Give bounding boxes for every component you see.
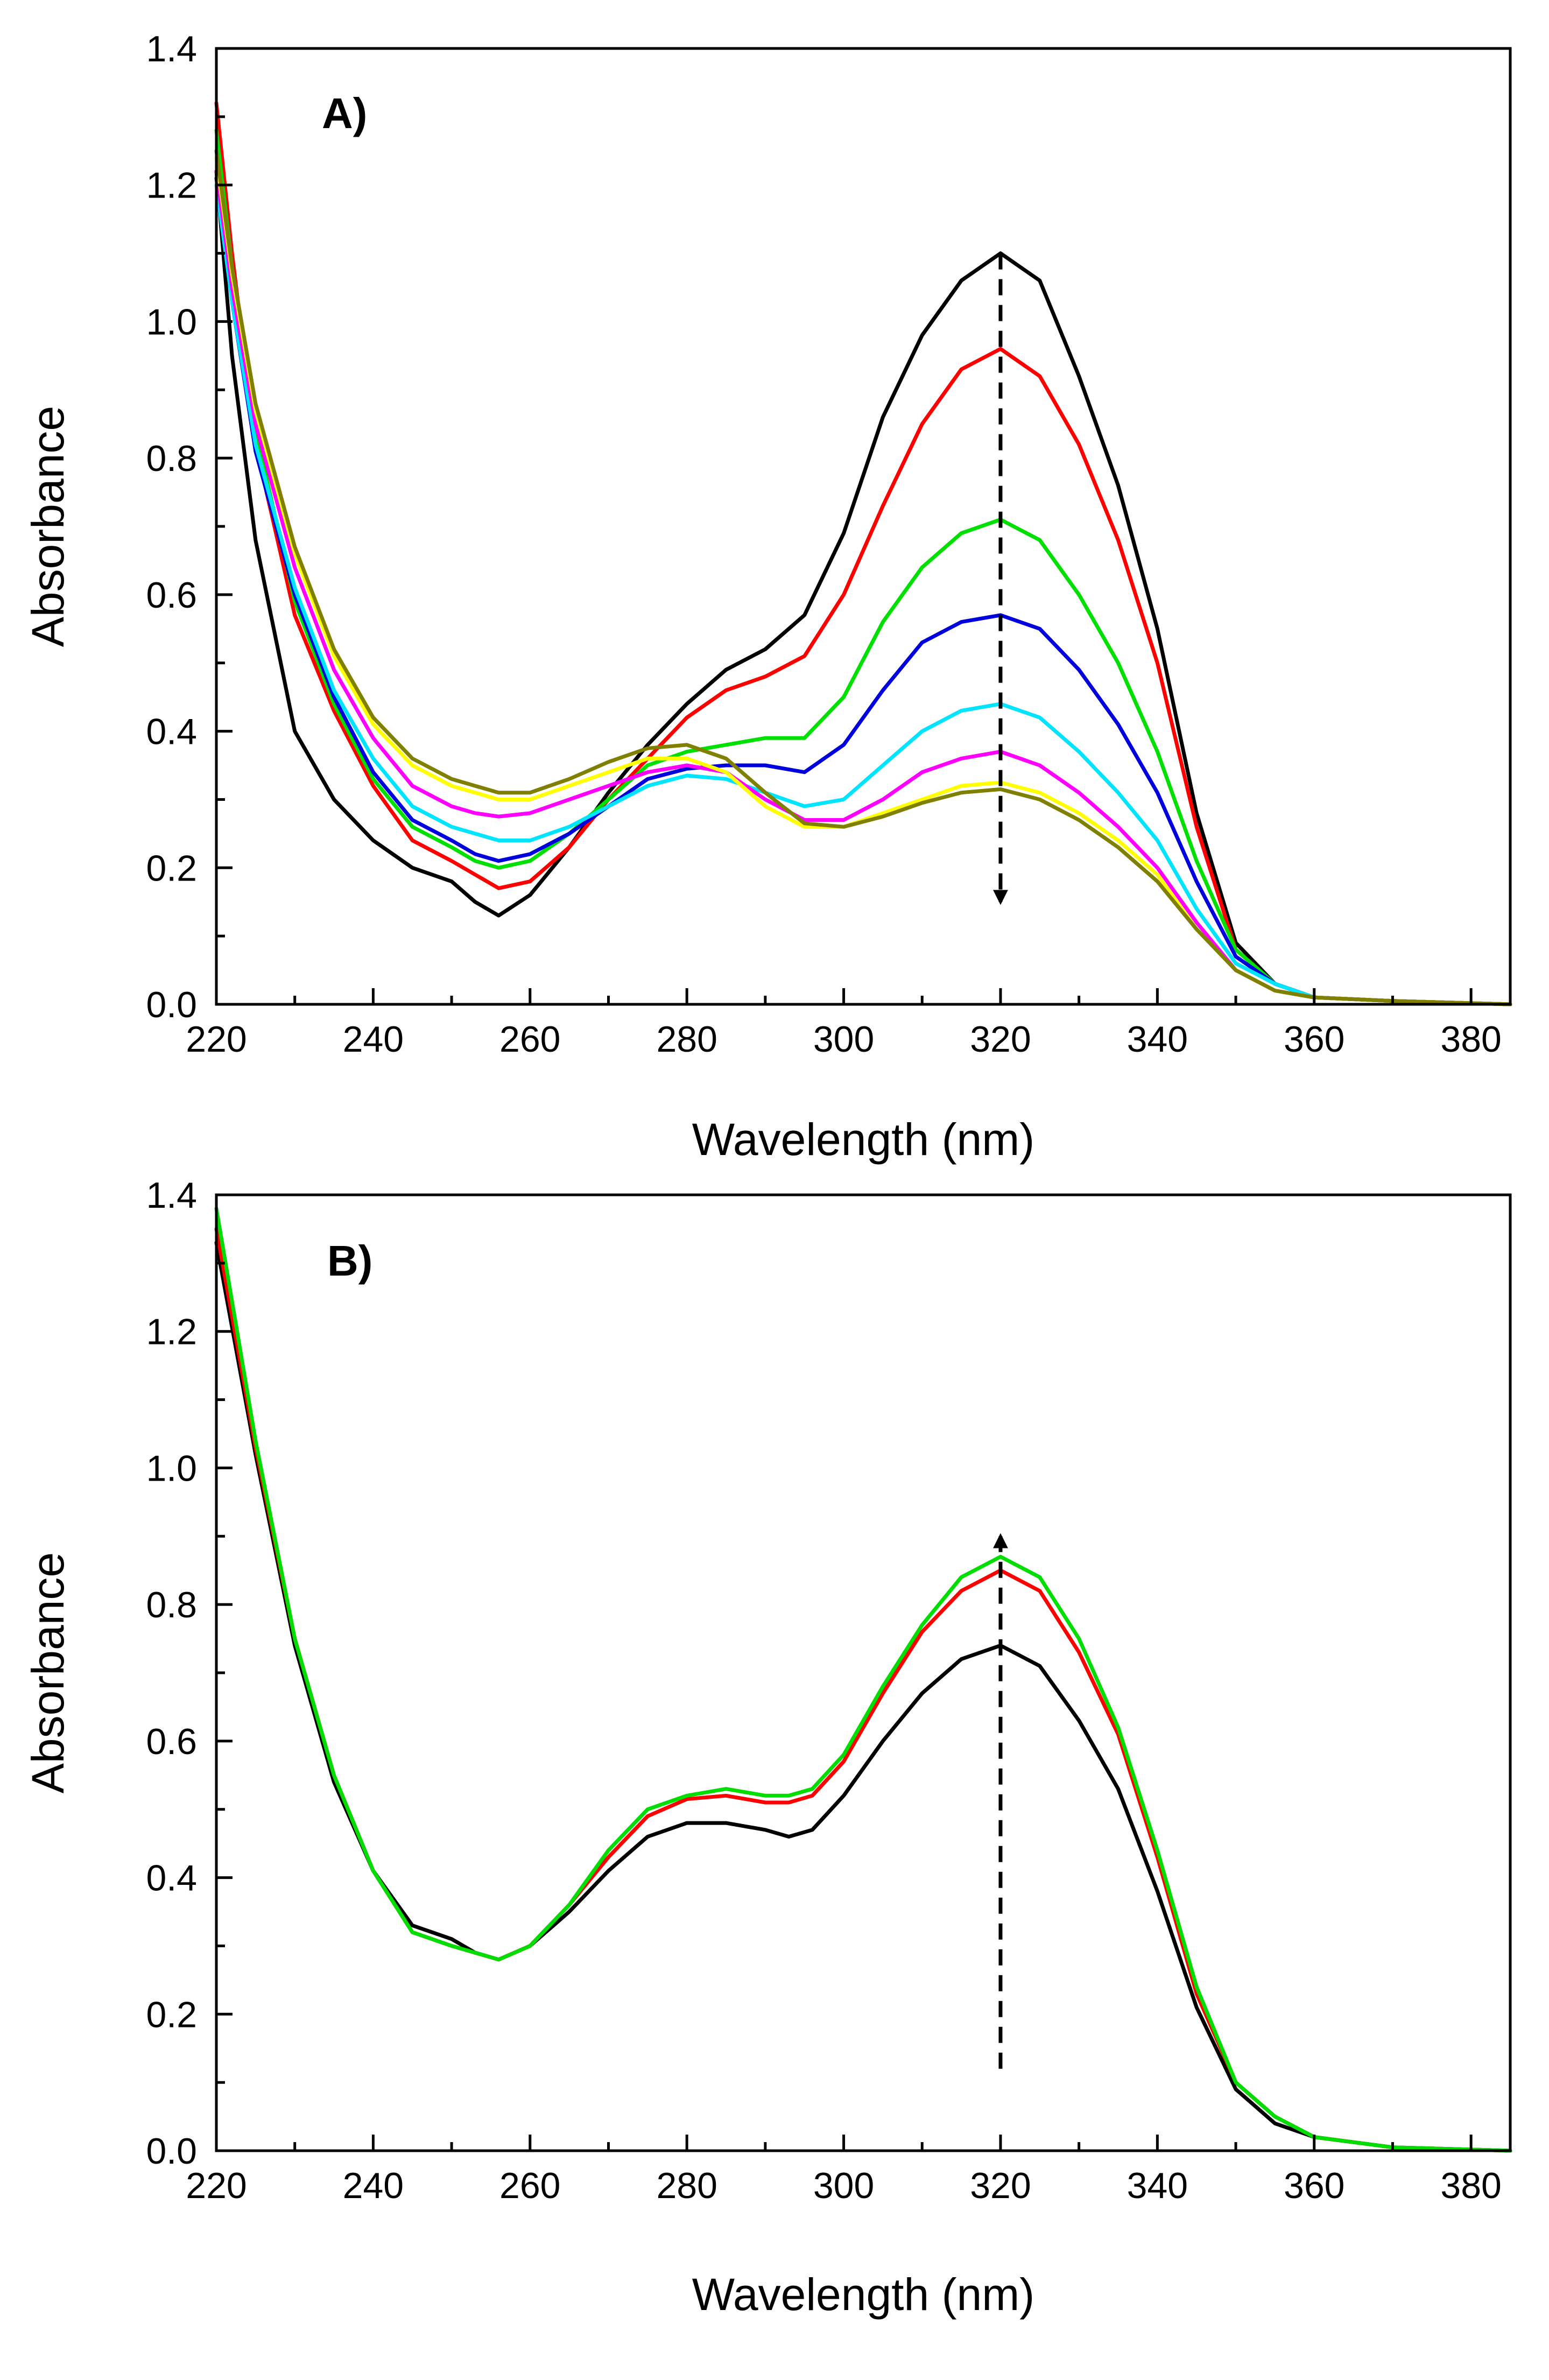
panel-a-ytick-label-0.0: 0.0	[146, 984, 197, 1025]
panel-b-ytick-label-0.6: 0.6	[146, 1721, 197, 1762]
panel-b-ytick-label-0.4: 0.4	[146, 1858, 197, 1899]
panel-b-ytick-label-1.0: 1.0	[146, 1448, 197, 1489]
panel-b-xtick-label-340: 340	[1127, 2165, 1188, 2206]
panel-b-xtick-label-280: 280	[656, 2165, 717, 2206]
panel-b-xtick-label-320: 320	[970, 2165, 1031, 2206]
panel-b-ytick-label-0.8: 0.8	[146, 1585, 197, 1625]
panel-a-series-black	[214, 169, 1512, 1006]
panel-a-xtick-label-380: 380	[1440, 1019, 1501, 1060]
panel-a-x-axis-title: Wavelength (nm)	[692, 1114, 1034, 1165]
panel-a-xtick-label-340: 340	[1127, 1019, 1188, 1060]
panel-b-xticks: 220 240 260 280 300 320 340 360 380	[186, 2135, 1502, 2206]
panel-a-ytick-label-0.2: 0.2	[146, 848, 197, 889]
panel-b-series	[214, 1206, 1512, 2153]
panel-a-ytick-label-1.4: 1.4	[146, 29, 197, 69]
panel-b-ytick-label-1.4: 1.4	[146, 1175, 197, 1216]
panel-b-plot-frame	[215, 1193, 1512, 2152]
panel-a-series-blue	[214, 176, 1512, 1006]
panel-a-label: A)	[322, 89, 367, 137]
panel-a-series-yellow	[214, 156, 1512, 1006]
panel-a-series-magenta	[214, 169, 1512, 1006]
panel-b-xtick-label-220: 220	[186, 2165, 247, 2206]
panel-b-series-green	[214, 1206, 1512, 2153]
panel-b-x-axis-title: Wavelength (nm)	[692, 2269, 1034, 2320]
panel-a-series-olive	[214, 149, 1512, 1006]
panel-b-series-black	[214, 1241, 1512, 2153]
panel-b-xtick-label-260: 260	[499, 2165, 560, 2206]
panel-a-xtick-label-240: 240	[343, 1019, 404, 1060]
panel-a-xtick-label-300: 300	[813, 1019, 874, 1060]
panel-a-ytick-label-1.2: 1.2	[146, 165, 197, 206]
panel-b-ytick-label-0.0: 0.0	[146, 2131, 197, 2172]
panel-a-series-green	[214, 128, 1512, 1006]
panel-b-y-axis-title: Absorbance	[23, 1552, 73, 1793]
panel-a-ytick-label-0.8: 0.8	[146, 438, 197, 479]
panel-a-xtick-label-220: 220	[186, 1019, 247, 1060]
panel-b-yticks: 0.0 0.2 0.4 0.6 0.8 1.0 1.2 1.4	[146, 1175, 233, 2172]
panel-b-xtick-label-300: 300	[813, 2165, 874, 2206]
panel-a-ytick-label-0.6: 0.6	[146, 575, 197, 616]
panel-a: 220 240 260 280 300 320 340 360 380 0.0 0.2 0.4 0.6…	[23, 29, 1512, 1165]
panel-b-xtick-label-380: 380	[1440, 2165, 1501, 2206]
panel-a-y-axis-title: Absorbance	[23, 406, 73, 647]
panel-a-xtick-label-280: 280	[656, 1019, 717, 1060]
panel-b-xtick-label-360: 360	[1284, 2165, 1344, 2206]
panel-a-xtick-label-320: 320	[970, 1019, 1031, 1060]
panel-b: 220 240 260 280 300 320 340 360 380 0.0 0.2 0.4 0.6…	[23, 1175, 1512, 2320]
panel-b-xtick-label-240: 240	[343, 2165, 404, 2206]
panel-a-xticks: 220 240 260 280 300 320 340 360 380	[186, 988, 1502, 1060]
panel-a-series-cyan	[214, 183, 1512, 1006]
panel-a-ytick-label-1.0: 1.0	[146, 301, 197, 342]
panel-a-yticks: 0.0 0.2 0.4 0.6 0.8 1.0 1.2 1.4	[146, 29, 233, 1025]
panel-a-plot-frame	[215, 47, 1512, 1006]
panel-a-xtick-label-360: 360	[1284, 1019, 1344, 1060]
panel-b-series-red	[214, 1227, 1512, 2153]
panel-b-label: B)	[327, 1237, 372, 1285]
panel-b-ytick-label-1.2: 1.2	[146, 1312, 197, 1353]
panel-b-ytick-label-0.2: 0.2	[146, 1994, 197, 2035]
panel-a-series-red	[214, 101, 1512, 1006]
panel-a-xtick-label-260: 260	[499, 1019, 560, 1060]
panel-a-series	[214, 101, 1512, 1006]
panel-a-ytick-label-0.4: 0.4	[146, 712, 197, 752]
